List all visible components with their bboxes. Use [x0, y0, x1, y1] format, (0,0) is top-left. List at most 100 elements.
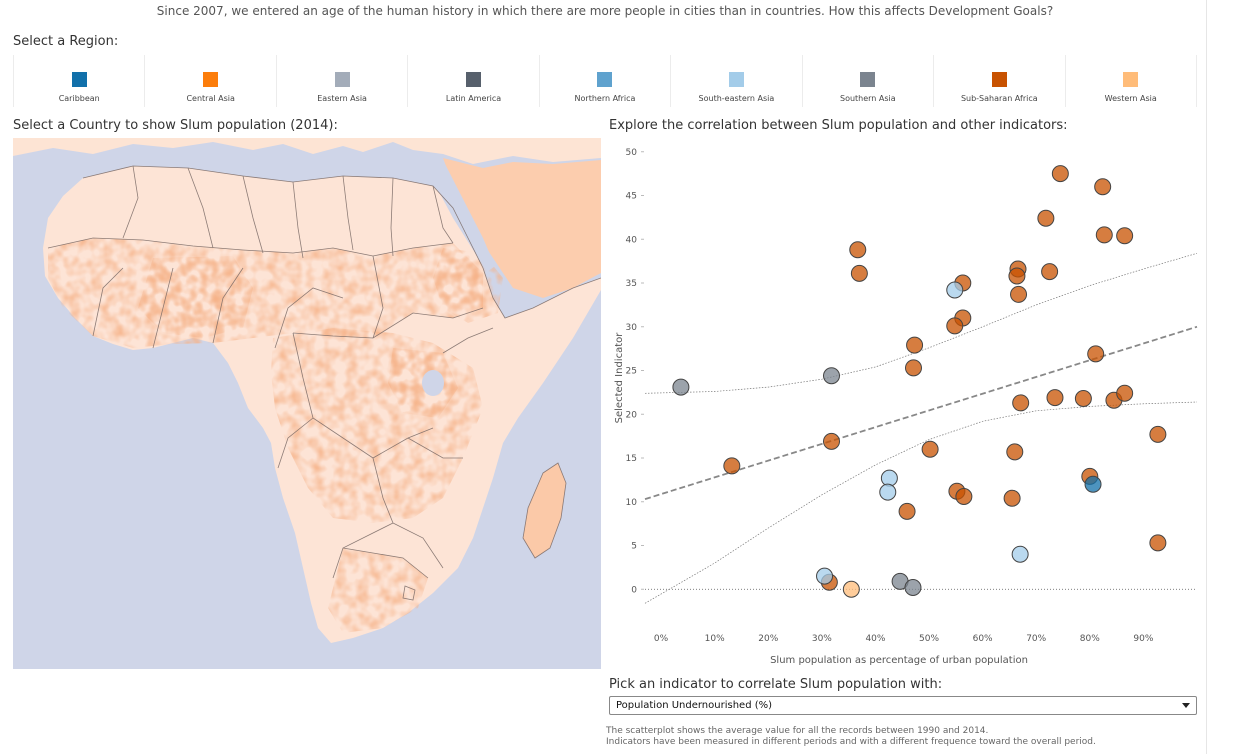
region-swatch[interactable] [991, 72, 1007, 87]
data-point[interactable] [672, 378, 690, 396]
data-point[interactable] [904, 359, 922, 377]
y-tick-label: 5 [631, 542, 637, 552]
data-point[interactable] [1008, 267, 1026, 285]
country-borders [47, 165, 601, 601]
region-legend-item[interactable]: Eastern Asia [277, 55, 409, 107]
y-tick-label: 45 [626, 192, 637, 202]
region-legend-item[interactable]: Latin America [408, 55, 540, 107]
nigeria-band [138, 256, 253, 338]
region-swatch[interactable] [203, 72, 219, 87]
region-legend-item[interactable]: Central Asia [145, 55, 277, 107]
data-point[interactable] [1094, 178, 1112, 196]
indicator-select[interactable]: Population Undernourished (%) [609, 696, 1197, 715]
data-point[interactable] [1149, 425, 1167, 443]
region-label: Western Asia [1104, 94, 1157, 103]
data-point[interactable] [946, 281, 964, 299]
data-point[interactable] [1037, 209, 1055, 227]
data-point[interactable] [849, 241, 867, 259]
africa-slum-map[interactable] [13, 138, 601, 669]
data-point[interactable] [842, 580, 860, 598]
data-point[interactable] [1010, 285, 1028, 303]
region-legend-item[interactable]: Sub-Saharan Africa [934, 55, 1066, 107]
scatterplot-canvas[interactable]: 0 5 10 15 20 25 30 35 40 45 50 0% 10% 20% 30% 40% 50% 60%… [605, 137, 1205, 670]
data-point[interactable] [1012, 394, 1030, 412]
region-label: Northern Africa [574, 94, 636, 103]
scatterplot[interactable]: 0 5 10 15 20 25 30 35 40 45 50 0% 10% 20% 30% 40% 50% 60%… [605, 137, 1205, 670]
region-label: Latin America [445, 94, 502, 103]
region-legend-item[interactable]: Northern Africa [540, 55, 672, 107]
y-tick-label: 0 [631, 585, 637, 595]
x-axis-title: Slum population as percentage of urban p… [770, 655, 1028, 666]
data-point[interactable] [879, 483, 897, 501]
footnote-1: The scatterplot shows the average value … [606, 726, 989, 736]
x-tick-label: 90% [1133, 634, 1153, 644]
y-tick-label: 35 [626, 279, 637, 289]
region-swatch[interactable] [728, 72, 744, 87]
region-swatch[interactable] [597, 72, 613, 87]
map-canvas[interactable] [13, 138, 601, 669]
data-point[interactable] [1046, 389, 1064, 407]
scatter-section-title: Explore the correlation between Slum pop… [609, 118, 1068, 133]
data-point[interactable] [921, 440, 939, 458]
data-point[interactable] [823, 367, 841, 385]
region-swatch[interactable] [71, 72, 87, 87]
data-point[interactable] [1074, 390, 1092, 407]
y-tick-label: 40 [626, 235, 638, 245]
region-swatch[interactable] [466, 72, 482, 87]
region-label: Southern Asia [839, 94, 896, 103]
confidence-band-lower [644, 401, 1198, 604]
footnote-2: Indicators have been measured in differe… [606, 737, 1096, 747]
region-swatch[interactable] [334, 72, 350, 87]
page-headline: Since 2007, we entered an age of the hum… [156, 4, 1054, 18]
data-point[interactable] [1051, 165, 1069, 183]
region-legend: Caribbean Central Asia Eastern Asia Latin A… [13, 55, 1197, 107]
data-point[interactable] [1041, 263, 1059, 281]
region-legend-item[interactable]: Southern Asia [803, 55, 935, 107]
region-legend-item[interactable]: South-eastern Asia [671, 55, 803, 107]
x-tick-label: 10% [705, 634, 725, 644]
region-section-title: Select a Region: [13, 34, 119, 49]
data-point[interactable] [850, 264, 868, 282]
region-legend-item[interactable]: Western Asia [1066, 55, 1197, 107]
data-point[interactable] [823, 432, 841, 450]
data-point[interactable] [898, 502, 916, 520]
data-point[interactable] [1116, 384, 1134, 402]
land-masses [13, 138, 601, 643]
south-africa-band [328, 548, 428, 633]
confidence-band-upper [644, 252, 1198, 394]
indicator-picker-title: Pick an indicator to correlate Slum popu… [609, 677, 943, 692]
data-point[interactable] [1095, 226, 1113, 244]
madagascar-landmass [523, 463, 566, 558]
data-point[interactable] [955, 488, 973, 505]
data-point[interactable] [1149, 534, 1167, 552]
page-divider [1206, 0, 1207, 754]
data-point[interactable] [1116, 227, 1134, 245]
x-tick-label: 40% [865, 634, 885, 644]
chevron-down-icon[interactable] [1182, 703, 1190, 708]
data-point[interactable] [1084, 475, 1102, 493]
data-point[interactable] [906, 336, 924, 354]
x-tick-label: 80% [1080, 634, 1100, 644]
map-section-title: Select a Country to show Slum population… [13, 118, 338, 133]
data-point[interactable] [816, 567, 834, 585]
region-swatch[interactable] [860, 72, 876, 87]
y-tick-label: 15 [626, 454, 637, 464]
data-point[interactable] [1087, 345, 1105, 363]
data-point[interactable] [904, 579, 922, 596]
data-point[interactable] [723, 457, 741, 475]
y-tick-label: 50 [626, 148, 638, 158]
data-point[interactable] [1003, 489, 1021, 507]
data-point[interactable] [1006, 443, 1024, 461]
data-point[interactable] [946, 317, 964, 335]
region-swatch[interactable] [1123, 72, 1139, 87]
x-tick-label: 0% [654, 634, 669, 644]
region-label: Sub-Saharan Africa [960, 94, 1038, 103]
indicator-select-value: Population Undernourished (%) [616, 700, 773, 711]
y-tick-label: 10 [626, 498, 638, 508]
data-point[interactable] [1011, 545, 1029, 563]
y-tick-label: 25 [626, 367, 637, 377]
data-point[interactable] [880, 469, 898, 487]
arabia-landmass [443, 158, 601, 298]
lake-victoria [422, 370, 444, 396]
region-legend-item[interactable]: Caribbean [13, 55, 146, 107]
